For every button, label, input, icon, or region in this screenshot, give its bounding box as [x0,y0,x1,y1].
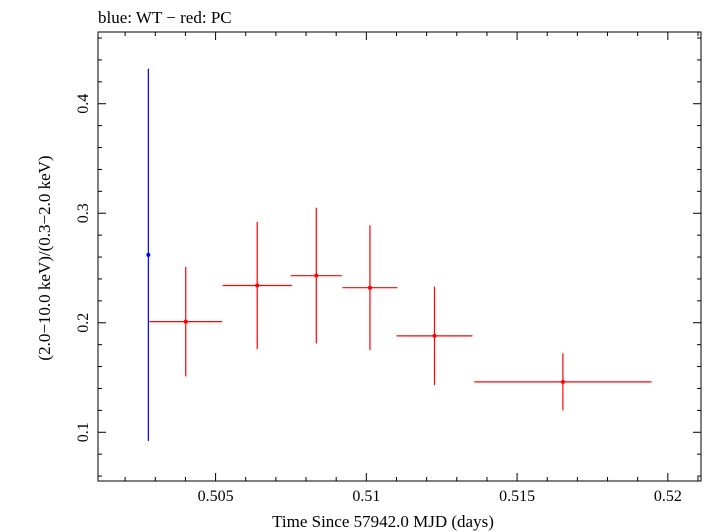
data-point [560,379,565,384]
data-point [432,333,437,338]
x-tick-label: 0.505 [198,488,234,505]
data-point [367,285,372,290]
data-point [314,273,319,278]
x-tick-label: 0.52 [654,488,682,505]
x-axis-label: Time Since 57942.0 MJD (days) [272,512,494,531]
plot-frame [97,31,702,482]
x-tick-label: 0.515 [499,488,535,505]
data-point [146,252,151,257]
y-tick-label: 0.1 [75,422,92,442]
chart-title: blue: WT − red: PC [98,8,232,27]
data-point [183,319,188,324]
series-wt [146,68,151,442]
y-tick-label: 0.4 [75,94,92,114]
data-point [255,283,260,288]
y-tick-label: 0.3 [75,203,92,223]
y-tick-label: 0.2 [75,313,92,333]
series-pc [149,207,652,411]
x-tick-label: 0.51 [352,488,380,505]
y-axis-label: (2.0−10.0 keV)/(0.3−2.0 keV) [35,155,54,360]
axis-tick-labels: 0.505 0.51 0.515 0.52 0.1 0.2 0.3 0.4 [75,94,682,505]
data-series [146,68,652,442]
axis-ticks [98,32,701,481]
